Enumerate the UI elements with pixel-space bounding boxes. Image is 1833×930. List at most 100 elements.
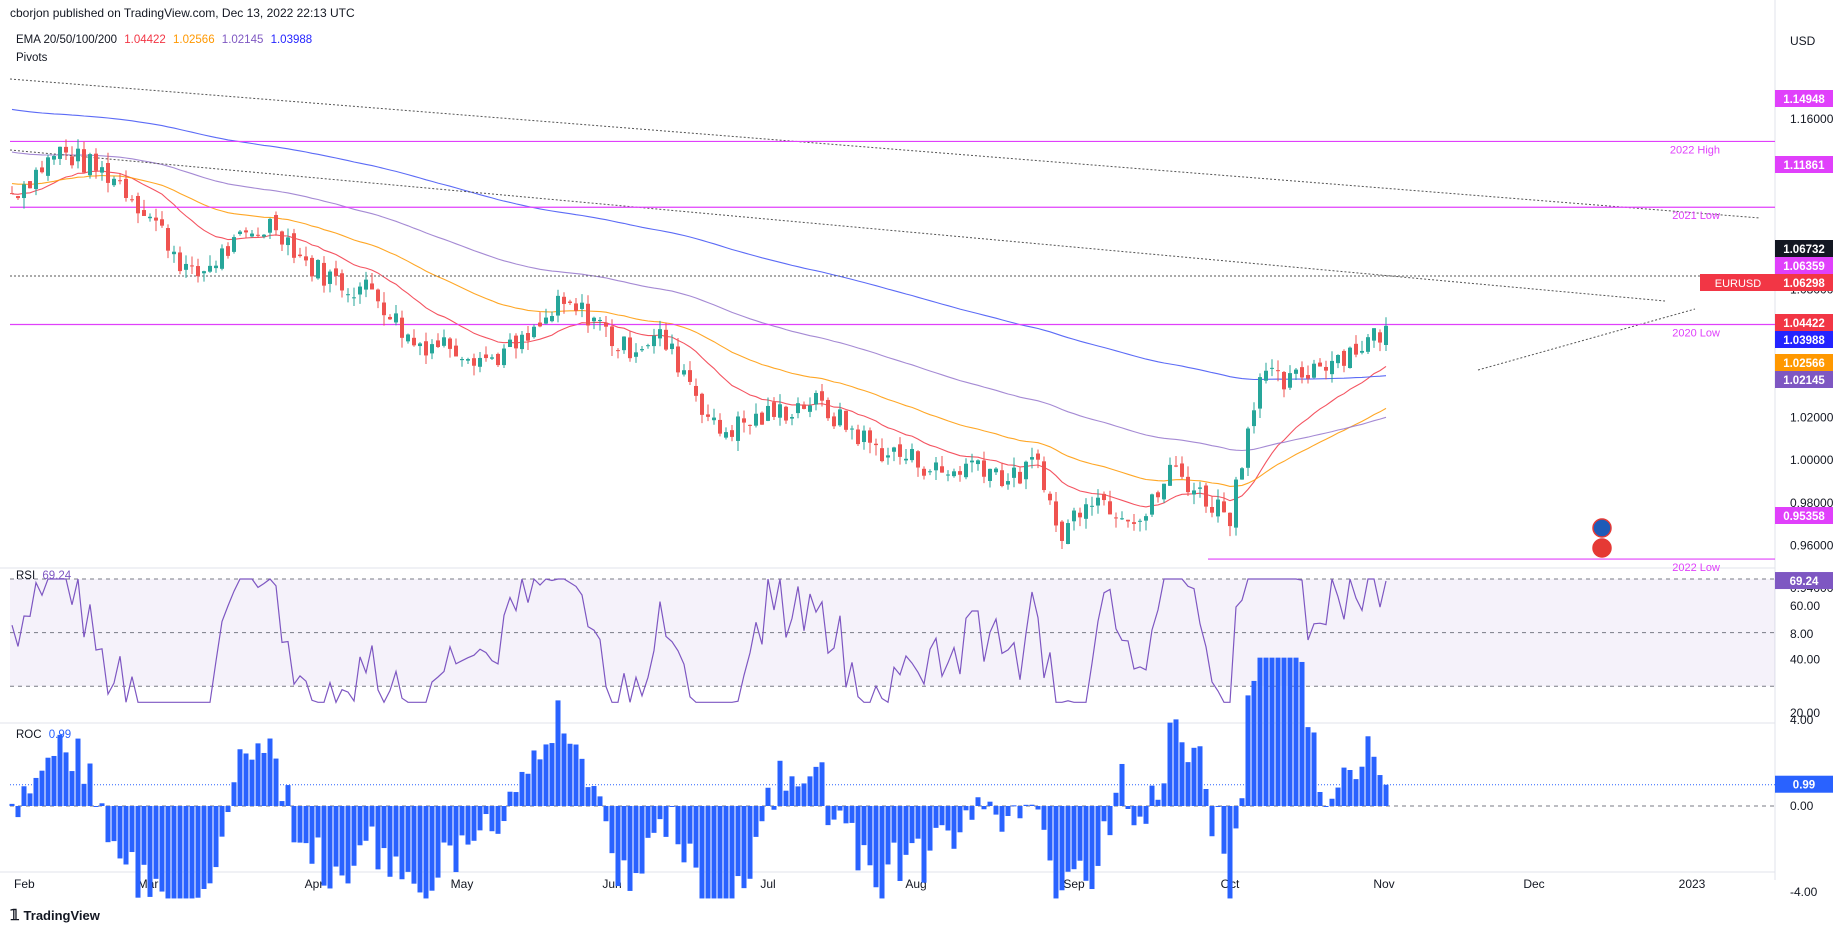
roc-bar <box>129 806 135 853</box>
roc-bar <box>141 806 147 865</box>
roc-bar <box>357 806 363 846</box>
price-tick-label: 0.98000 <box>1790 496 1833 510</box>
roc-bar <box>399 806 405 880</box>
roc-bar <box>1179 742 1185 806</box>
candle-body <box>616 350 620 352</box>
roc-bar <box>273 758 279 806</box>
price-tag-bg <box>1775 274 1833 291</box>
candle-body <box>1348 347 1352 368</box>
roc-bar <box>201 806 207 889</box>
candle-body <box>796 403 800 414</box>
roc-bar <box>87 763 93 806</box>
roc-bar <box>771 806 777 810</box>
roc-bar <box>999 806 1005 832</box>
candle-body <box>454 345 458 357</box>
candle-body <box>910 449 914 461</box>
roc-bar <box>975 797 981 806</box>
trendline-mid <box>9 149 1666 302</box>
candle-body <box>40 167 44 173</box>
roc-bar <box>903 806 909 855</box>
candle-body <box>10 193 14 195</box>
price-tag-bg <box>1775 331 1833 348</box>
candle-body <box>166 228 170 251</box>
candle-body <box>1222 501 1226 513</box>
candle-body <box>1120 518 1124 520</box>
roc-bar <box>687 806 693 844</box>
candle-body <box>1252 410 1256 427</box>
roc-bar <box>711 806 717 899</box>
roc-bar <box>183 806 189 899</box>
ema100-line <box>11 151 1387 452</box>
roc-bar <box>1281 657 1287 806</box>
candle-body <box>1108 501 1112 515</box>
candle-body <box>1180 463 1184 477</box>
price-tag-bg <box>1775 240 1833 257</box>
candle-body <box>1162 483 1166 500</box>
roc-bar <box>57 734 63 806</box>
roc-bar <box>1071 806 1077 870</box>
roc-bar <box>1365 736 1371 806</box>
candle-body <box>76 148 80 162</box>
candle-body <box>484 354 488 359</box>
candle-body <box>208 265 212 272</box>
roc-bar <box>111 806 117 842</box>
rsi-tick-label: 40.00 <box>1790 652 1820 666</box>
roc-bar <box>831 806 837 820</box>
roc-bar <box>1113 792 1119 806</box>
candle-body <box>1012 467 1016 478</box>
time-tick-label: Nov <box>1373 877 1394 891</box>
candle-body <box>232 237 236 252</box>
us-flag-icon <box>1592 538 1612 558</box>
candle-body <box>586 303 590 326</box>
rsi-tick-label: 60.00 <box>1790 599 1820 613</box>
candle-body <box>1066 523 1070 544</box>
roc-bar <box>63 752 69 806</box>
roc-tag-bg <box>1775 775 1833 793</box>
candle-body <box>1000 470 1004 487</box>
roc-bar <box>333 806 339 867</box>
candle-body <box>952 471 956 477</box>
candle-body <box>844 410 848 430</box>
roc-bar <box>291 806 297 843</box>
roc-bar <box>483 806 489 815</box>
roc-bar <box>1329 798 1335 806</box>
roc-bar <box>207 806 213 884</box>
candle-body <box>580 302 584 309</box>
roc-bar <box>465 806 471 845</box>
roc-bar <box>1221 806 1227 854</box>
roc-bar <box>945 806 951 831</box>
time-tick-label: Apr <box>305 877 324 891</box>
candle-body <box>496 353 500 366</box>
roc-bar <box>1335 787 1341 806</box>
roc-bar <box>441 806 447 843</box>
pivot-label: 2020 Low <box>1672 328 1720 340</box>
candle-body <box>994 468 998 473</box>
candle-body <box>124 178 128 198</box>
roc-bar <box>261 752 267 806</box>
roc-bar <box>1167 722 1173 806</box>
roc-bar <box>1317 791 1323 806</box>
roc-bar <box>699 806 705 899</box>
candle-body <box>670 343 674 350</box>
candle-body <box>340 273 344 291</box>
candle-body <box>196 266 200 277</box>
roc-bar <box>81 783 87 806</box>
candle-body <box>964 463 968 478</box>
roc-bar <box>525 773 531 806</box>
candle-body <box>94 153 98 171</box>
candle-body <box>1126 519 1130 522</box>
candle-body <box>292 233 296 258</box>
roc-bar <box>1305 727 1311 806</box>
roc-bar <box>1059 806 1065 891</box>
roc-tick-label: 0.00 <box>1790 799 1814 813</box>
candle-body <box>46 157 50 176</box>
candle-body <box>784 406 788 421</box>
candle-body <box>568 301 572 303</box>
candle-body <box>736 416 740 441</box>
roc-bar <box>705 806 711 899</box>
roc-bar <box>759 806 765 822</box>
published-info: cborjon published on TradingView.com, De… <box>10 6 355 20</box>
candle-body <box>610 326 614 347</box>
ema200-line <box>11 108 1387 381</box>
roc-bar <box>1077 806 1083 861</box>
